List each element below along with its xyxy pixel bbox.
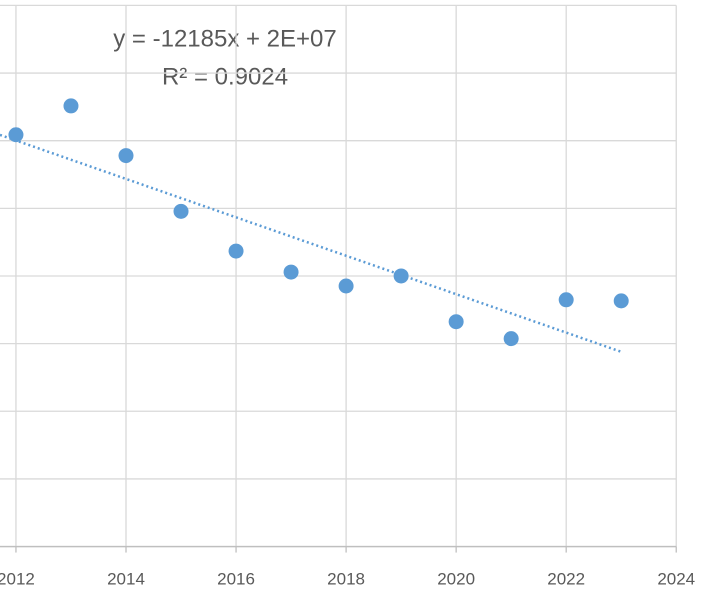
point [613, 293, 629, 309]
x-tick-label: 2020 [437, 569, 475, 588]
x-tick-label: 2022 [547, 569, 585, 588]
x-tick-label: 2012 [0, 569, 35, 588]
point [63, 98, 79, 114]
point [503, 331, 519, 347]
point [118, 148, 134, 164]
point [448, 314, 464, 330]
trend-r2: R² = 0.9024 [162, 63, 288, 90]
point [283, 264, 299, 280]
point [8, 127, 24, 143]
point [338, 278, 354, 294]
trend-equation: y = -12185x + 2E+07 [113, 25, 337, 52]
trendline [0, 133, 622, 353]
point [228, 243, 244, 259]
x-tick-label: 2014 [107, 569, 145, 588]
point [173, 203, 189, 219]
x-tick-label: 2016 [217, 569, 255, 588]
x-tick-label: 2018 [327, 569, 365, 588]
point [558, 292, 574, 308]
point [393, 268, 409, 284]
x-tick-label: 2024 [657, 569, 695, 588]
